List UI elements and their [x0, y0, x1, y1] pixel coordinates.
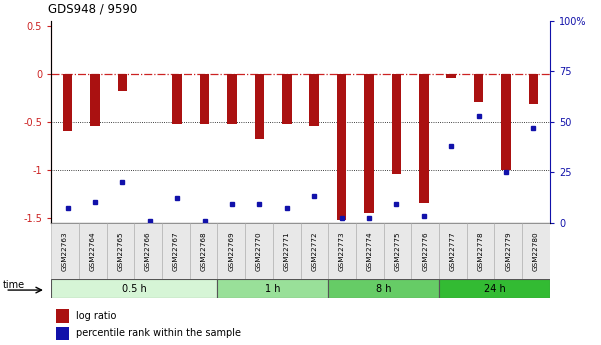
- Bar: [282, 73, 291, 124]
- Bar: [392, 73, 401, 175]
- Text: GSM22771: GSM22771: [284, 231, 290, 271]
- Bar: [245, 223, 273, 279]
- Bar: [134, 223, 162, 279]
- Bar: [190, 223, 218, 279]
- Text: GSM22768: GSM22768: [201, 231, 207, 271]
- Bar: [79, 223, 106, 279]
- Text: 24 h: 24 h: [484, 284, 505, 294]
- Bar: [51, 223, 79, 279]
- Bar: [474, 73, 483, 102]
- Text: GSM22767: GSM22767: [173, 231, 178, 271]
- Text: GSM22776: GSM22776: [423, 231, 428, 271]
- Text: log ratio: log ratio: [76, 311, 117, 321]
- Bar: [356, 223, 383, 279]
- Bar: [255, 73, 264, 139]
- Text: GSM22763: GSM22763: [62, 231, 68, 271]
- Text: GSM22766: GSM22766: [145, 231, 151, 271]
- Text: GDS948 / 9590: GDS948 / 9590: [48, 2, 138, 16]
- Bar: [529, 73, 538, 104]
- Bar: [495, 223, 522, 279]
- Bar: [447, 73, 456, 78]
- Text: 1 h: 1 h: [265, 284, 281, 294]
- Bar: [200, 73, 209, 124]
- Bar: [522, 223, 550, 279]
- Text: GSM22769: GSM22769: [228, 231, 234, 271]
- Bar: [300, 223, 328, 279]
- Bar: [218, 223, 245, 279]
- Bar: [56, 327, 69, 340]
- Text: GSM22770: GSM22770: [256, 231, 262, 271]
- Bar: [501, 73, 511, 170]
- Text: time: time: [3, 280, 25, 290]
- Text: GSM22775: GSM22775: [394, 231, 400, 271]
- Text: GSM22779: GSM22779: [505, 231, 511, 271]
- Bar: [439, 223, 467, 279]
- Text: 0.5 h: 0.5 h: [122, 284, 147, 294]
- Bar: [118, 73, 127, 91]
- Bar: [439, 279, 550, 298]
- Bar: [172, 73, 182, 124]
- Bar: [63, 73, 72, 131]
- Bar: [273, 223, 300, 279]
- Bar: [310, 73, 319, 126]
- Bar: [419, 73, 429, 203]
- Bar: [218, 279, 328, 298]
- Bar: [106, 223, 134, 279]
- Bar: [337, 73, 346, 220]
- Text: percentile rank within the sample: percentile rank within the sample: [76, 328, 241, 338]
- Text: GSM22772: GSM22772: [311, 231, 317, 271]
- Bar: [162, 223, 190, 279]
- Text: 8 h: 8 h: [376, 284, 391, 294]
- Bar: [328, 223, 356, 279]
- Text: GSM22774: GSM22774: [367, 231, 373, 271]
- Text: GSM22764: GSM22764: [90, 231, 96, 271]
- Text: GSM22778: GSM22778: [478, 231, 484, 271]
- Bar: [364, 73, 374, 213]
- Text: GSM22777: GSM22777: [450, 231, 456, 271]
- Bar: [467, 223, 495, 279]
- Bar: [90, 73, 100, 126]
- Bar: [411, 223, 439, 279]
- Bar: [328, 279, 439, 298]
- Text: GSM22773: GSM22773: [339, 231, 345, 271]
- Bar: [51, 279, 218, 298]
- Text: GSM22780: GSM22780: [533, 231, 539, 271]
- Bar: [56, 309, 69, 323]
- Text: GSM22765: GSM22765: [117, 231, 123, 271]
- Bar: [227, 73, 237, 124]
- Bar: [383, 223, 411, 279]
